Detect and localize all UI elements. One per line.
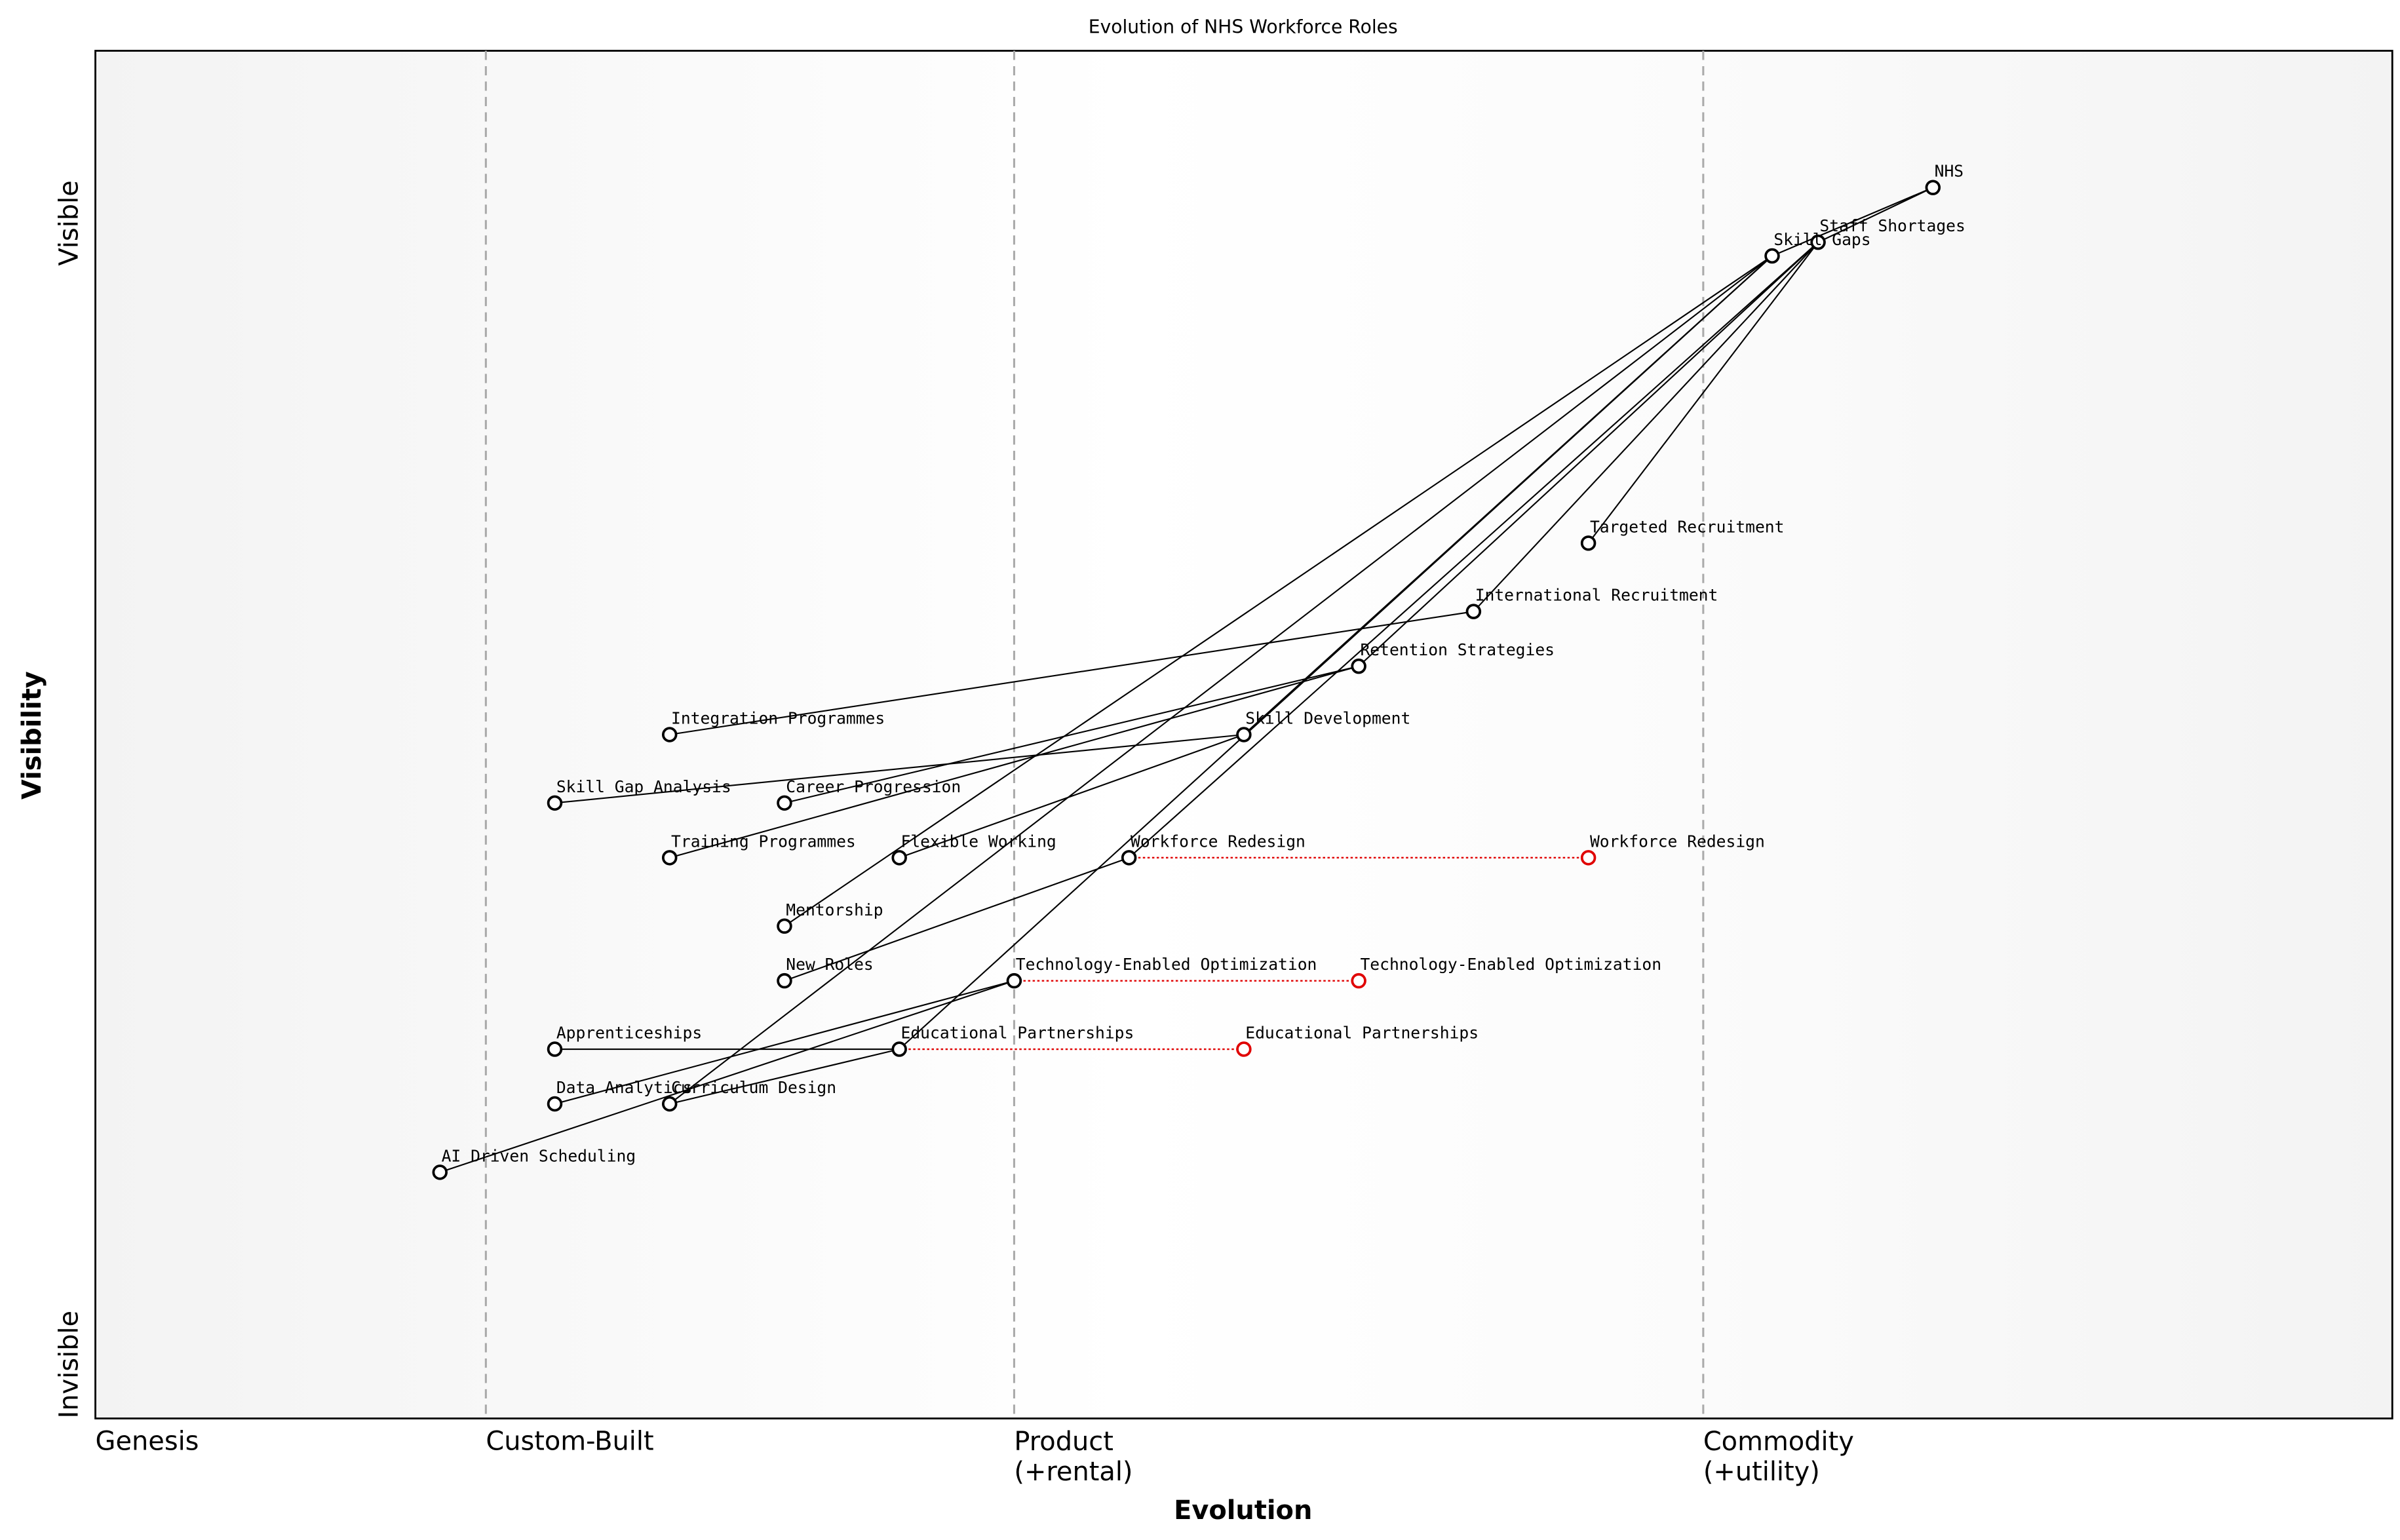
component — [1810, 234, 1826, 250]
x-tick-label: Commodity (+utility) — [1703, 1427, 1854, 1487]
component — [1465, 604, 1482, 619]
label-line: Product — [1014, 1427, 1113, 1457]
links — [439, 50, 1933, 1419]
label-line: (+utility) — [1703, 1456, 1820, 1486]
component — [547, 795, 563, 811]
component-label: Retention Strategies — [1360, 640, 1555, 659]
component-label: Flexible Working — [901, 832, 1056, 851]
component — [1764, 248, 1780, 264]
component — [661, 1096, 678, 1112]
component — [1006, 972, 1022, 989]
component-label: Educational Partnerships — [901, 1024, 1134, 1043]
component — [777, 972, 792, 989]
component — [547, 1041, 563, 1057]
link — [669, 665, 1359, 858]
component-label: NHS — [1935, 162, 1964, 181]
component — [1351, 658, 1366, 674]
evolved-component — [1580, 850, 1597, 866]
component — [661, 850, 678, 866]
label-line: (+rental) — [1014, 1456, 1132, 1486]
component — [547, 1096, 563, 1112]
link — [899, 255, 1773, 1050]
component-label: Apprenticeships — [556, 1024, 702, 1043]
component-label: Technology-Enabled Optimization — [1016, 955, 1317, 974]
evolved-label: Technology-Enabled Optimization — [1360, 955, 1661, 974]
link — [784, 857, 1130, 982]
component — [1580, 535, 1597, 551]
link — [899, 734, 1245, 858]
link — [784, 665, 1359, 804]
component-label: Targeted Recruitment — [1590, 517, 1785, 536]
component-label: Career Progression — [786, 777, 961, 796]
component — [661, 727, 678, 742]
link — [1817, 187, 1933, 243]
link — [439, 980, 1015, 1173]
component-label: AI Driven Scheduling — [442, 1146, 636, 1165]
link — [669, 1049, 900, 1105]
y-tick-label: Invisible — [54, 1311, 84, 1419]
link — [554, 733, 1245, 804]
component-label: Integration Programmes — [671, 709, 885, 728]
x-tick-label: Genesis — [96, 1427, 199, 1457]
x-axis-label: Evolution — [1174, 1495, 1312, 1526]
component-label: Staff Shortages — [1819, 216, 1965, 235]
link — [554, 980, 1015, 1105]
link — [1128, 241, 1819, 858]
evolved-label: Educational Partnerships — [1245, 1024, 1479, 1043]
component-label: Skill Gap Analysis — [556, 777, 731, 796]
link — [1358, 241, 1819, 667]
component-label: New Roles — [786, 955, 873, 974]
component — [432, 1165, 448, 1180]
x-tick-label: Product (+rental) — [1014, 1427, 1132, 1487]
chart-title: Evolution of NHS Workforce Roles — [1089, 16, 1398, 37]
component-label: International Recruitment — [1475, 586, 1718, 605]
link — [669, 611, 1474, 736]
component-label: Mentorship — [786, 900, 883, 919]
component — [891, 1041, 907, 1057]
link — [1587, 242, 1819, 544]
component — [1925, 180, 1941, 195]
link — [784, 255, 1773, 927]
component-label: Workforce Redesign — [1131, 832, 1306, 851]
component-label: Training Programmes — [671, 832, 856, 851]
component — [777, 795, 792, 811]
y-tick-label: Visible — [54, 180, 84, 265]
link — [1473, 241, 1819, 612]
link — [669, 255, 1773, 1105]
component-label: Data Analytics — [556, 1078, 693, 1097]
component-label: Skill Gaps — [1773, 230, 1870, 249]
evolved-component — [1236, 1041, 1252, 1057]
marks: Workforce Redesign Technology-Enabled Opt… — [432, 162, 1965, 1180]
component — [1236, 727, 1252, 742]
component-label: Skill Development — [1245, 709, 1410, 728]
component-label: Curriculum Design — [671, 1078, 836, 1097]
component — [777, 918, 792, 934]
y-axis-label: Visibility — [17, 671, 47, 799]
component — [1121, 850, 1137, 866]
component — [891, 850, 907, 866]
evolved-component — [1351, 972, 1366, 989]
link — [1771, 187, 1933, 257]
x-tick-label: Custom-Built — [486, 1427, 653, 1457]
label-line: Commodity — [1703, 1427, 1854, 1457]
evolved-label: Workforce Redesign — [1590, 832, 1765, 851]
